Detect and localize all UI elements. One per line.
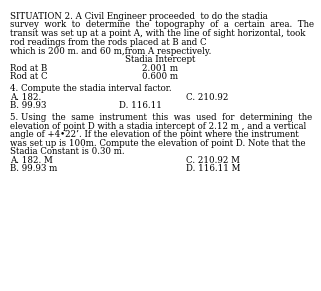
Text: survey  work  to  determine  the  topography  of  a  certain  area.  The: survey work to determine the topography … — [10, 20, 314, 29]
Text: B. 99.93 m: B. 99.93 m — [10, 164, 57, 173]
Text: Rod at B: Rod at B — [10, 64, 47, 73]
Text: rod readings from the rods placed at B and C: rod readings from the rods placed at B a… — [10, 38, 206, 47]
Text: D. 116.11 M: D. 116.11 M — [186, 164, 240, 173]
Text: elevation of point D with a stadia intercept of 2.12 m , and a vertical: elevation of point D with a stadia inter… — [10, 122, 306, 131]
Text: Stadia Intercept: Stadia Intercept — [125, 55, 196, 64]
Text: A. 182.: A. 182. — [10, 93, 41, 102]
Text: angle of +4•22’. If the elevation of the point where the instrument: angle of +4•22’. If the elevation of the… — [10, 130, 299, 139]
Text: 0.600 m: 0.600 m — [143, 72, 178, 81]
Text: transit was set up at a point A, with the line of sight horizontal, took: transit was set up at a point A, with th… — [10, 29, 305, 38]
Text: Stadia Constant is 0.30 m.: Stadia Constant is 0.30 m. — [10, 147, 124, 156]
Text: Rod at C: Rod at C — [10, 72, 47, 81]
Text: 2.001 m: 2.001 m — [143, 64, 178, 73]
Text: C. 210.92 M: C. 210.92 M — [186, 156, 240, 165]
Text: D. 116.11: D. 116.11 — [119, 101, 162, 110]
Text: 4. Compute the stadia interval factor.: 4. Compute the stadia interval factor. — [10, 84, 171, 93]
Text: A. 182. M: A. 182. M — [10, 156, 52, 165]
Text: C. 210.92: C. 210.92 — [186, 93, 229, 102]
Text: 5. Using  the  same  instrument  this  was  used  for  determining  the: 5. Using the same instrument this was us… — [10, 113, 312, 123]
Text: SITUATION 2. A Civil Engineer proceeded  to do the stadia: SITUATION 2. A Civil Engineer proceeded … — [10, 12, 267, 21]
Text: was set up is 100m. Compute the elevation of point D. Note that the: was set up is 100m. Compute the elevatio… — [10, 139, 305, 148]
Text: B. 99.93: B. 99.93 — [10, 101, 46, 110]
Text: which is 200 m. and 60 m,from A respectively.: which is 200 m. and 60 m,from A respecti… — [10, 47, 211, 56]
